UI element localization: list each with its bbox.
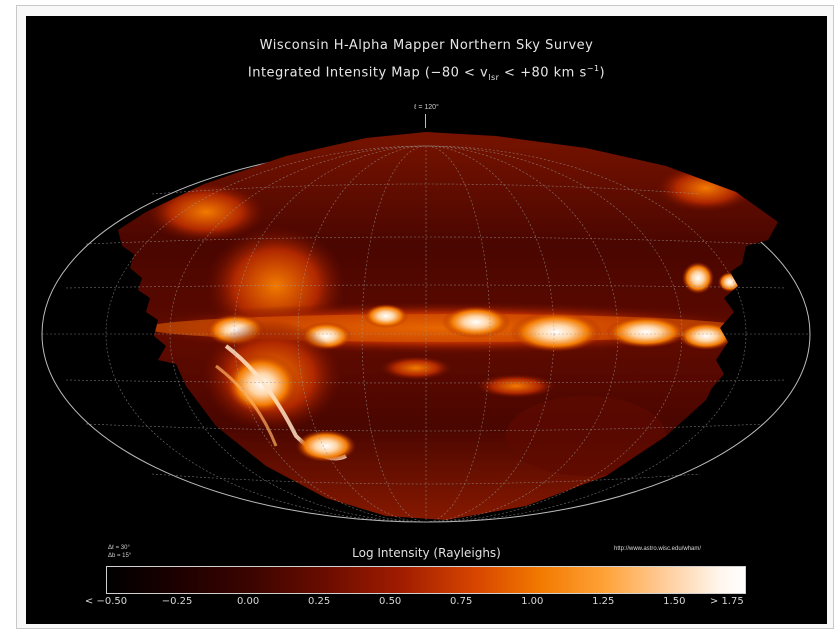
colorbar-tick: −0.25	[161, 596, 193, 607]
colorbar	[106, 566, 746, 594]
colorbar-tick: 1.25	[592, 596, 615, 607]
latitude-spacing-label: Δb = 15°	[108, 553, 132, 559]
colorbar-title: Log Intensity (Rayleighs)	[352, 546, 501, 560]
map-subtitle: Integrated Intensity Map (−80 < vlsr < +…	[247, 64, 606, 82]
colorbar-tick: 0.00	[236, 596, 260, 607]
sky-map-image	[41, 132, 811, 523]
colorbar-tick: 0.50	[379, 596, 402, 607]
colorbar-tick: 0.75	[450, 596, 473, 607]
colorbar-tick: 0.25	[307, 596, 331, 607]
colorbar-tick: < −0.50	[84, 596, 128, 607]
colorbar-ticks: < −0.50 −0.25 0.00 0.25 0.50 0.75 1.00 1…	[85, 596, 746, 616]
colorbar-tick: 1.50	[663, 596, 686, 607]
map-title: Wisconsin H-Alpha Mapper Northern Sky Su…	[259, 38, 594, 53]
colorbar-tick: > 1.75	[709, 596, 744, 607]
sky-map-panel: Wisconsin H-Alpha Mapper Northern Sky Su…	[26, 16, 827, 624]
source-url: http://www.astro.wisc.edu/wham/	[614, 546, 702, 552]
colorbar-tick: 1.00	[521, 596, 544, 607]
center-tick	[425, 114, 426, 128]
longitude-spacing-label: Δℓ = 30°	[108, 545, 130, 551]
center-longitude-label: ℓ = 120°	[414, 104, 439, 111]
